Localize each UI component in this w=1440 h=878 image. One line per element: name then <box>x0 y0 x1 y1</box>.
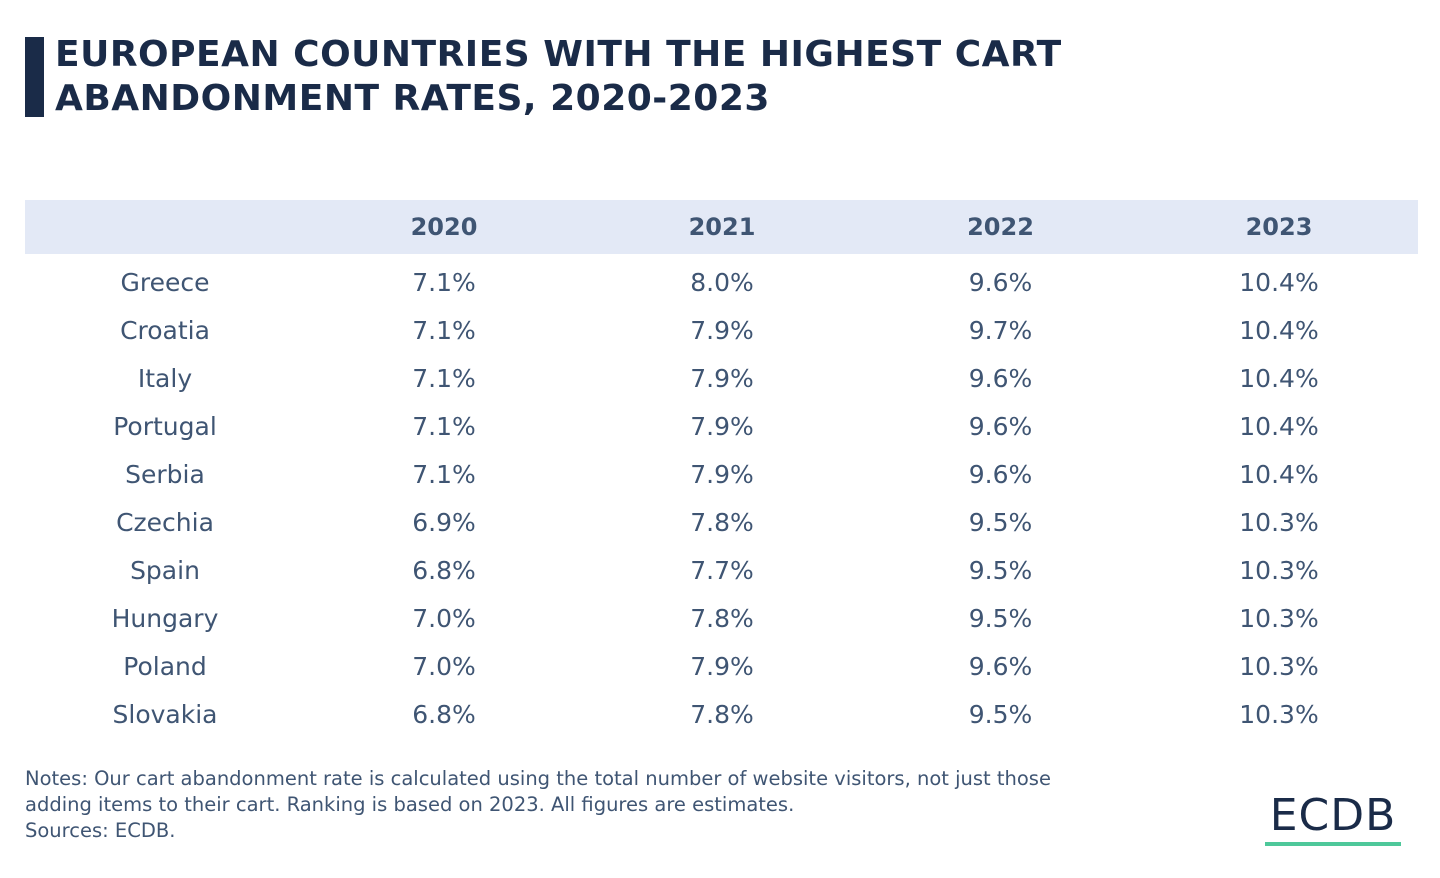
value-cell: 7.1% <box>412 411 476 441</box>
country-cell: Greece <box>120 267 210 297</box>
value-cell: 9.5% <box>968 555 1033 585</box>
title-accent-bar <box>25 37 44 117</box>
value-cell: 10.4% <box>1239 315 1319 345</box>
value-cell: 9.6% <box>968 267 1033 297</box>
value-cell: 10.3% <box>1239 507 1319 537</box>
page-title: EUROPEAN COUNTRIES WITH THE HIGHEST CART… <box>55 33 1155 121</box>
value-cell: 7.8% <box>690 507 754 537</box>
title-line-2: ABANDONMENT RATES, 2020-2023 <box>55 78 770 119</box>
value-cell: 7.9% <box>690 651 754 681</box>
value-cell: 7.9% <box>690 411 754 441</box>
table-row: Portugal 7.1% 7.9% 9.6% 10.4% <box>25 402 1418 450</box>
value-cell: 10.4% <box>1239 363 1319 393</box>
value-cell: 9.6% <box>968 459 1033 489</box>
table-row: Italy 7.1% 7.9% 9.6% 10.4% <box>25 354 1418 402</box>
notes-line-2: adding items to their cart. Ranking is b… <box>25 793 795 816</box>
country-cell: Serbia <box>125 459 205 489</box>
value-cell: 10.3% <box>1239 555 1319 585</box>
header-cell-year: 2021 <box>688 213 756 241</box>
value-cell: 7.0% <box>412 603 476 633</box>
sources-line: Sources: ECDB. <box>25 819 176 842</box>
table-header-row: 2020 2021 2022 2023 <box>25 200 1418 254</box>
value-cell: 10.3% <box>1239 699 1319 729</box>
value-cell: 9.6% <box>968 411 1033 441</box>
table-row: Czechia 6.9% 7.8% 9.5% 10.3% <box>25 498 1418 546</box>
ecdb-logo: ECDB <box>1262 792 1404 848</box>
footnotes: Notes: Our cart abandonment rate is calc… <box>25 766 1125 844</box>
country-cell: Portugal <box>113 411 217 441</box>
country-cell: Spain <box>130 555 200 585</box>
value-cell: 9.5% <box>968 603 1033 633</box>
value-cell: 7.0% <box>412 651 476 681</box>
value-cell: 7.9% <box>690 315 754 345</box>
value-cell: 7.1% <box>412 459 476 489</box>
table-row: Slovakia 6.8% 7.8% 9.5% 10.3% <box>25 690 1418 738</box>
header-cell-year: 2023 <box>1245 213 1313 241</box>
value-cell: 6.9% <box>412 507 476 537</box>
value-cell: 10.4% <box>1239 459 1319 489</box>
value-cell: 9.5% <box>968 699 1033 729</box>
table-row: Poland 7.0% 7.9% 9.6% 10.3% <box>25 642 1418 690</box>
value-cell: 10.3% <box>1239 603 1319 633</box>
country-cell: Croatia <box>120 315 210 345</box>
country-cell: Hungary <box>111 603 219 633</box>
title-line-1: EUROPEAN COUNTRIES WITH THE HIGHEST CART <box>55 34 1062 75</box>
value-cell: 7.8% <box>690 603 754 633</box>
header-cell-year: 2020 <box>410 213 478 241</box>
table-row: Croatia 7.1% 7.9% 9.7% 10.4% <box>25 306 1418 354</box>
table-body: Greece 7.1% 8.0% 9.6% 10.4% Croatia 7.1% 7.9% 9.… <box>25 254 1418 738</box>
table-row: Greece 7.1% 8.0% 9.6% 10.4% <box>25 254 1418 306</box>
value-cell: 9.5% <box>968 507 1033 537</box>
country-cell: Italy <box>137 363 193 393</box>
country-cell: Slovakia <box>112 699 218 729</box>
table-row: Hungary 7.0% 7.8% 9.5% 10.3% <box>25 594 1418 642</box>
logo-underline <box>1265 842 1401 846</box>
value-cell: 9.7% <box>968 315 1033 345</box>
value-cell: 7.9% <box>690 459 754 489</box>
table-row: Serbia 7.1% 7.9% 9.6% 10.4% <box>25 450 1418 498</box>
value-cell: 9.6% <box>968 363 1033 393</box>
value-cell: 9.6% <box>968 651 1033 681</box>
value-cell: 7.9% <box>690 363 754 393</box>
value-cell: 7.8% <box>690 699 754 729</box>
value-cell: 7.1% <box>412 363 476 393</box>
value-cell: 6.8% <box>412 555 476 585</box>
value-cell: 10.4% <box>1239 411 1319 441</box>
value-cell: 7.1% <box>412 267 476 297</box>
data-table: 2020 2021 2022 2023 Greece 7.1% 8.0% 9.6% 10.4%… <box>25 200 1418 738</box>
value-cell: 10.3% <box>1239 651 1319 681</box>
value-cell: 6.8% <box>412 699 476 729</box>
logo-text: ECDB <box>1269 790 1397 841</box>
table-row: Spain 6.8% 7.7% 9.5% 10.3% <box>25 546 1418 594</box>
value-cell: 7.1% <box>412 315 476 345</box>
notes-line-1: Notes: Our cart abandonment rate is calc… <box>25 767 1051 790</box>
country-cell: Czechia <box>116 507 214 537</box>
value-cell: 10.4% <box>1239 267 1319 297</box>
header-cell-country <box>25 200 305 254</box>
header-cell-year: 2022 <box>967 213 1034 241</box>
value-cell: 7.7% <box>690 555 754 585</box>
country-cell: Poland <box>123 651 207 681</box>
value-cell: 8.0% <box>690 267 754 297</box>
